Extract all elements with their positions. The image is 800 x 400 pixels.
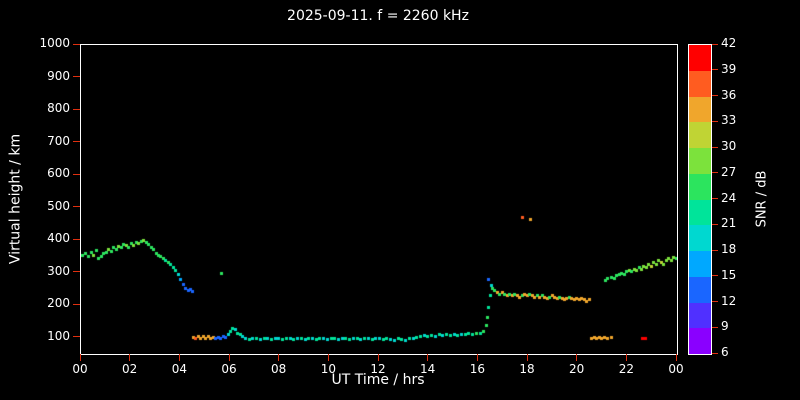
y-tick-mark <box>73 238 80 240</box>
colorbar-tick-mark <box>712 198 718 199</box>
colorbar-tick-mark <box>712 43 718 45</box>
y-tick-mark <box>73 76 80 78</box>
y-tick-mark <box>73 206 80 208</box>
y-tick-mark <box>73 303 80 305</box>
x-axis-title: UT Time / hrs <box>331 372 425 388</box>
x-tick-label: 12 <box>370 362 386 376</box>
x-tick-label: 04 <box>171 362 187 376</box>
colorbar-tick-mark <box>712 223 718 225</box>
colorbar-tick-mark <box>712 275 718 277</box>
colorbar-segment <box>689 96 711 123</box>
x-tick-label: 14 <box>420 362 436 376</box>
colorbar-title: SNR / dB <box>754 170 770 228</box>
colorbar-tick-label: 33 <box>721 113 737 128</box>
colorbar-segment <box>689 251 711 277</box>
colorbar-tick-label: 24 <box>721 190 737 205</box>
y-tick-label: 300 <box>47 263 70 278</box>
x-tick-label: 02 <box>122 362 138 376</box>
colorbar-segment <box>689 173 711 200</box>
y-tick-mark <box>73 108 80 110</box>
colorbar-tick-mark <box>712 69 718 71</box>
x-tick-label: 18 <box>519 362 535 376</box>
y-tick-label: 700 <box>47 133 70 148</box>
y-tick-mark <box>73 173 80 175</box>
y-tick-mark <box>73 141 80 143</box>
y-tick-mark <box>73 336 80 338</box>
y-axis-title: Virtual height / km <box>7 133 24 265</box>
x-tick-label: 08 <box>271 362 287 376</box>
x-tick-mark <box>79 354 81 361</box>
colorbar-tick-mark <box>712 326 718 328</box>
colorbar-tick-mark <box>712 146 718 148</box>
x-tick-mark <box>576 354 578 361</box>
colorbar-segment <box>689 302 711 329</box>
scatter-plot-canvas <box>81 45 677 354</box>
x-tick-mark <box>427 354 429 361</box>
colorbar-segment <box>689 328 711 354</box>
colorbar-tick-label: 27 <box>721 164 737 179</box>
colorbar-tick-label: 21 <box>721 216 737 231</box>
y-tick-label: 100 <box>47 328 70 343</box>
plot-area <box>80 44 678 355</box>
x-tick-mark <box>476 354 478 361</box>
plot-title: 2025-09-11. f = 2260 kHz <box>287 8 469 24</box>
x-tick-mark <box>327 354 329 361</box>
y-tick-label: 400 <box>47 231 70 246</box>
y-tick-label: 500 <box>47 198 70 213</box>
colorbar-tick-label: 18 <box>721 242 737 256</box>
x-tick-mark <box>228 354 230 361</box>
colorbar-segment <box>689 70 711 97</box>
x-tick-mark <box>178 354 180 361</box>
y-tick-label: 800 <box>47 101 70 116</box>
x-tick-mark <box>377 354 379 361</box>
colorbar-tick-label: 39 <box>721 61 737 76</box>
colorbar-segment <box>689 225 711 251</box>
colorbar-segment <box>689 45 711 71</box>
colorbar-tick-label: 36 <box>721 87 737 102</box>
colorbar-segment <box>689 276 711 303</box>
y-tick-label: 200 <box>47 296 70 311</box>
snr-colorbar <box>688 44 712 355</box>
colorbar-tick-mark <box>712 352 718 354</box>
colorbar-tick-label: 42 <box>721 36 737 50</box>
x-tick-label: 16 <box>469 362 485 376</box>
colorbar-segment <box>689 122 711 148</box>
colorbar-segment <box>689 199 711 226</box>
x-tick-mark <box>129 354 131 361</box>
y-tick-label: 600 <box>47 166 70 181</box>
x-tick-label: 10 <box>320 362 336 376</box>
colorbar-tick-label: 9 <box>721 319 729 334</box>
colorbar-tick-label: 6 <box>721 345 729 359</box>
colorbar-tick-mark <box>712 120 718 122</box>
colorbar-tick-mark <box>712 249 718 251</box>
x-tick-label: 06 <box>221 362 237 376</box>
x-tick-mark <box>625 354 627 361</box>
colorbar-tick-label: 12 <box>721 293 737 308</box>
colorbar-tick-mark <box>712 301 718 302</box>
colorbar-segment <box>689 148 711 174</box>
x-tick-mark <box>278 354 280 361</box>
y-tick-label: 1000 <box>39 36 70 50</box>
x-tick-label: 00 <box>72 362 88 376</box>
x-tick-mark <box>675 354 677 361</box>
colorbar-tick-mark <box>712 95 718 96</box>
colorbar-tick-mark <box>712 172 718 174</box>
x-tick-label: 00 <box>668 362 684 376</box>
y-tick-mark <box>73 271 80 273</box>
x-tick-label: 22 <box>618 362 634 376</box>
colorbar-tick-label: 15 <box>721 267 737 282</box>
y-tick-label: 900 <box>47 68 70 83</box>
colorbar-tick-label: 30 <box>721 139 737 153</box>
y-tick-mark <box>73 43 80 45</box>
x-tick-mark <box>526 354 528 361</box>
x-tick-label: 20 <box>569 362 585 376</box>
